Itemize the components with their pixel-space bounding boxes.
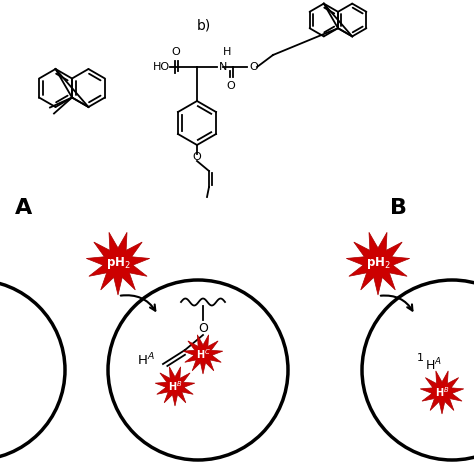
Text: O: O [192,152,201,162]
Text: H$^A$: H$^A$ [425,357,442,374]
Polygon shape [420,371,464,414]
Text: H$^B$: H$^B$ [168,379,182,393]
Text: 1: 1 [417,353,424,363]
Text: O: O [198,321,208,335]
Polygon shape [346,232,410,295]
Text: O: O [227,81,236,91]
Text: B: B [390,198,407,218]
Text: O: O [172,47,181,57]
Text: H: H [223,47,231,57]
Text: H$^A$: H$^A$ [137,352,155,368]
Polygon shape [155,367,195,406]
Text: O: O [249,62,258,72]
Text: A: A [15,198,32,218]
Text: H$^B$: H$^B$ [435,385,449,399]
Text: H$^C$: H$^C$ [195,347,210,361]
Text: b): b) [197,18,211,32]
Polygon shape [183,335,223,374]
Text: HO: HO [153,62,170,72]
Text: N: N [219,62,228,72]
Polygon shape [86,232,150,295]
Text: pH$_2$: pH$_2$ [365,255,391,271]
Text: pH$_2$: pH$_2$ [106,255,130,271]
